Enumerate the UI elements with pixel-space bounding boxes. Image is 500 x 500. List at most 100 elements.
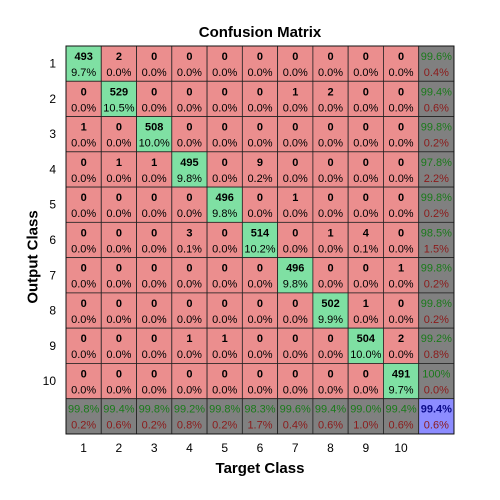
row-summary-9-percent: 0.8% [424,349,449,361]
cell-8-1-count: 0 [81,298,87,310]
cell-3-7-percent: 0.0% [283,138,308,150]
cell-6-1-percent: 0.0% [71,243,96,255]
cell-9-6-count: 0 [257,333,263,345]
cell-10-10-percent: 9.7% [389,384,414,396]
cell-1-5-percent: 0.0% [212,67,237,79]
cell-8-9-percent: 0.0% [353,314,378,326]
row-summary-2 [418,80,455,117]
cell-1-4-percent: 0.0% [177,67,202,79]
cell-5-5-count: 496 [216,192,234,204]
cell-5-8-count: 0 [327,192,333,204]
cell-1-1-percent: 9.7% [71,67,96,79]
cell-1-2 [100,45,137,82]
cell-5-4-percent: 0.0% [177,208,202,220]
cell-3-3-count: 508 [145,122,163,134]
cell-1-4-count: 0 [186,51,192,63]
cell-1-9-percent: 0.0% [353,67,378,79]
cell-3-1-percent: 0.0% [71,138,96,150]
cell-6-5-count: 0 [222,227,228,239]
row-summary-6 [418,221,455,259]
cell-6-6-count: 514 [251,227,270,239]
cell-5-1-percent: 0.0% [71,208,96,220]
cell-2-2-percent: 10.5% [103,102,134,114]
cell-5-10-count: 0 [398,192,404,204]
x-axis-label: Target Class [215,460,305,477]
cell-8-6-percent: 0.0% [247,314,272,326]
cell-9-1-count: 0 [81,333,87,345]
cell-4-4-count: 495 [180,157,198,169]
cell-5-10 [383,186,420,223]
cell-9-3-percent: 0.0% [142,349,167,361]
cell-2-1-count: 0 [81,86,87,98]
cell-9-8 [312,327,349,364]
cell-6-3-percent: 0.0% [142,243,167,255]
cell-2-4-percent: 0.0% [177,102,202,114]
cell-1-8 [312,45,349,82]
cell-10-9-percent: 0.0% [353,384,378,396]
cell-9-10 [383,327,420,364]
cell-7-7 [277,257,314,294]
cell-6-8-count: 1 [327,227,333,239]
cell-10-8 [312,363,349,400]
cell-5-7-percent: 0.0% [283,208,308,220]
cell-10-1-count: 0 [81,368,87,380]
cell-10-2-percent: 0.0% [106,384,131,396]
cell-8-5 [206,292,243,329]
cell-8-7-count: 0 [292,298,298,310]
cell-6-6 [241,221,279,259]
cell-3-1 [65,116,102,153]
y-tick-label-10: 10 [43,374,57,388]
cell-3-7 [277,116,314,153]
cell-8-3-count: 0 [151,298,157,310]
cell-3-9 [347,116,384,153]
cell-9-5-percent: 0.0% [212,349,237,361]
cell-8-10-percent: 0.0% [389,314,414,326]
x-tick-label-2: 2 [116,441,123,455]
cell-2-6-percent: 0.0% [247,102,272,114]
cell-4-8-count: 0 [327,157,333,169]
row-summary-2-count: 99.4% [421,86,452,98]
cell-3-6-percent: 0.0% [247,138,272,150]
y-tick-label-2: 2 [49,92,56,106]
cell-8-5-count: 0 [222,298,228,310]
cell-7-9-count: 0 [363,263,369,275]
cell-6-8-percent: 0.0% [318,243,343,255]
row-summary-8 [418,292,455,329]
cell-10-3 [136,363,173,400]
cell-6-9-percent: 0.1% [353,243,378,255]
cell-5-7-count: 1 [292,192,298,204]
cell-10-2-count: 0 [116,368,122,380]
overall-accuracy-cell-count: 99.4% [421,404,452,416]
cell-6-9 [347,221,384,259]
cell-3-5-percent: 0.0% [212,138,237,150]
y-tick-label-1: 1 [49,57,56,71]
cell-10-10-count: 491 [392,368,410,380]
cell-9-2-percent: 0.0% [106,349,131,361]
cell-3-9-percent: 0.0% [353,138,378,150]
cell-10-8-percent: 0.0% [318,384,343,396]
cell-10-6-percent: 0.0% [247,384,272,396]
cell-7-4-percent: 0.0% [177,279,202,291]
col-summary-10-percent: 0.6% [389,420,414,432]
col-summary-8-percent: 0.6% [318,420,343,432]
cell-1-7-count: 0 [292,51,298,63]
cell-5-4-count: 0 [186,192,192,204]
x-tick-label-8: 8 [327,441,334,455]
cell-4-6-count: 9 [257,157,263,169]
y-tick-label-5: 5 [49,198,56,212]
cell-3-5-count: 0 [222,122,228,134]
cell-4-5-count: 0 [222,157,228,169]
cell-6-7-count: 0 [292,227,298,239]
col-summary-3 [136,398,173,435]
cell-4-3-percent: 0.0% [142,173,167,185]
cell-1-2-count: 2 [116,51,122,63]
row-summary-10-count: 100% [422,368,450,380]
cell-10-3-count: 0 [151,368,157,380]
y-tick-label-3: 3 [49,127,56,141]
cell-10-5-percent: 0.0% [212,384,237,396]
cell-6-2-count: 0 [116,227,122,239]
cell-10-4 [171,363,208,400]
col-summary-5 [206,398,243,435]
cell-1-8-percent: 0.0% [318,67,343,79]
x-tick-label-3: 3 [151,441,158,455]
